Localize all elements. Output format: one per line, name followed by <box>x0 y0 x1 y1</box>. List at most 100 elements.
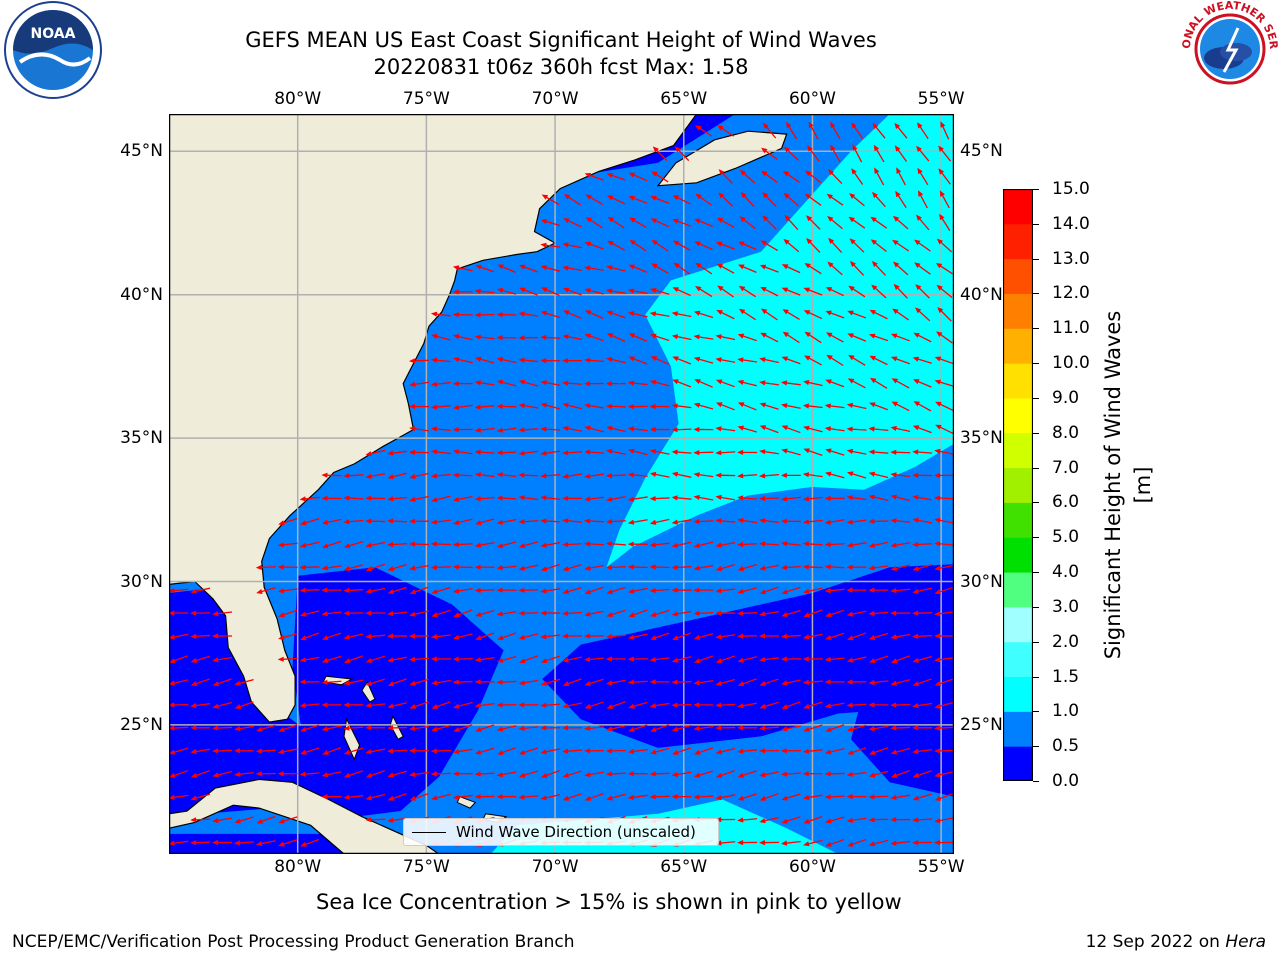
wave-direction-arrow <box>846 519 867 525</box>
wave-direction-arrow <box>802 794 823 801</box>
wave-direction-arrow <box>759 357 779 364</box>
wave-direction-arrow <box>409 725 429 731</box>
wave-direction-arrow <box>277 588 298 594</box>
wave-direction-arrow <box>321 472 342 478</box>
wave-direction-arrow <box>934 633 954 639</box>
wave-direction-arrow <box>256 815 276 824</box>
wave-direction-arrow <box>430 473 451 479</box>
tick-label-left: 40°N <box>120 284 163 305</box>
wave-direction-arrow <box>737 610 758 616</box>
wave-direction-arrow <box>671 564 692 570</box>
wave-direction-arrow <box>190 793 211 801</box>
wave-direction-arrow <box>190 655 210 663</box>
wave-direction-arrow <box>824 748 845 755</box>
colorbar-tick-mark <box>1033 363 1039 365</box>
wave-direction-arrow <box>452 265 473 272</box>
wave-direction-arrow <box>518 747 539 755</box>
wave-direction-arrow <box>343 679 364 686</box>
wave-direction-arrow <box>759 586 779 595</box>
wave-direction-arrow <box>387 586 407 595</box>
wave-direction-arrow <box>896 167 906 186</box>
wave-direction-arrow <box>737 633 758 639</box>
wave-direction-arrow <box>277 771 298 777</box>
wave-direction-arrow <box>627 679 648 685</box>
wave-direction-arrow <box>562 518 583 524</box>
wave-direction-arrow <box>671 519 692 525</box>
wave-direction-arrow <box>475 747 495 755</box>
wave-direction-arrow <box>671 311 692 318</box>
wave-direction-arrow <box>848 354 866 366</box>
wave-direction-arrow <box>628 633 648 640</box>
wave-direction-arrow <box>824 541 845 548</box>
wave-direction-arrow <box>759 380 779 386</box>
wave-direction-arrow <box>802 564 823 570</box>
wave-direction-arrow <box>649 426 670 433</box>
wave-direction-arrow <box>453 609 473 618</box>
tick-label-top: 55°W <box>917 89 965 109</box>
wave-direction-arrow <box>387 770 407 778</box>
wave-direction-arrow <box>321 655 342 663</box>
wave-direction-arrow <box>759 425 779 434</box>
wave-direction-arrow <box>715 770 735 778</box>
wave-direction-arrow <box>474 771 495 777</box>
wave-direction-arrow <box>851 122 864 139</box>
wave-direction-arrow <box>431 586 451 594</box>
wave-direction-arrow <box>868 587 889 593</box>
wave-direction-arrow <box>890 633 911 640</box>
wave-direction-arrow <box>846 817 867 823</box>
wave-direction-arrow <box>408 748 429 754</box>
wave-direction-arrow <box>584 173 604 181</box>
wave-direction-arrow <box>344 655 363 664</box>
wave-direction-arrow <box>321 725 342 732</box>
wave-direction-arrow <box>190 702 211 709</box>
wave-direction-arrow <box>627 472 648 478</box>
wave-direction-arrow <box>868 725 889 732</box>
colorbar-tick: 2.0 <box>1052 631 1080 652</box>
wave-direction-arrow <box>830 144 841 163</box>
wave-direction-arrow <box>651 263 669 275</box>
wave-direction-arrow <box>934 472 954 479</box>
wave-direction-arrow <box>387 748 408 754</box>
wave-direction-arrow <box>496 357 517 364</box>
wave-direction-arrow <box>540 426 561 432</box>
wave-direction-arrow <box>518 311 539 317</box>
wave-direction-arrow <box>934 792 954 801</box>
wave-direction-arrow <box>584 241 604 250</box>
wave-direction-arrow <box>737 678 757 686</box>
wave-direction-arrow <box>628 195 648 204</box>
wave-direction-arrow <box>759 771 779 778</box>
wave-direction-arrow <box>868 333 889 342</box>
wave-direction-arrow <box>825 816 845 824</box>
colorbar-tick-mark <box>1033 537 1039 539</box>
wave-direction-arrow <box>540 770 560 778</box>
wave-direction-arrow <box>584 748 604 754</box>
wave-direction-arrow <box>169 770 189 778</box>
land-cuba <box>169 778 440 854</box>
chart-subtitle: 20220831 t06z 360h fcst Max: 1.58 <box>373 55 749 79</box>
wave-direction-arrow <box>540 219 561 227</box>
wave-direction-arrow <box>912 748 933 754</box>
wave-direction-arrow <box>846 564 867 570</box>
colorbar-tick-mark <box>1033 572 1039 574</box>
wave-direction-arrow <box>563 218 582 228</box>
wave-direction-arrow <box>672 240 691 251</box>
wave-direction-arrow <box>715 241 735 250</box>
wave-direction-arrow <box>671 449 692 455</box>
wave-direction-arrow <box>694 379 713 388</box>
wave-direction-arrow <box>584 725 604 731</box>
wave-direction-arrow <box>737 656 757 663</box>
wave-direction-arrow <box>916 214 930 231</box>
wave-direction-arrow <box>693 402 714 410</box>
wave-direction-arrow <box>715 794 736 801</box>
wave-direction-arrow <box>805 170 822 184</box>
wave-direction-arrow <box>562 563 582 572</box>
wave-direction-arrow <box>650 333 670 342</box>
wave-direction-arrow <box>934 495 954 501</box>
wave-direction-arrow <box>365 610 386 616</box>
wave-direction-arrow <box>584 564 604 571</box>
wave-direction-arrow <box>868 770 889 778</box>
wave-direction-arrow <box>828 237 843 254</box>
wave-direction-arrow <box>628 172 648 182</box>
wave-direction-arrow <box>650 609 670 617</box>
wave-direction-arrow <box>343 725 364 731</box>
